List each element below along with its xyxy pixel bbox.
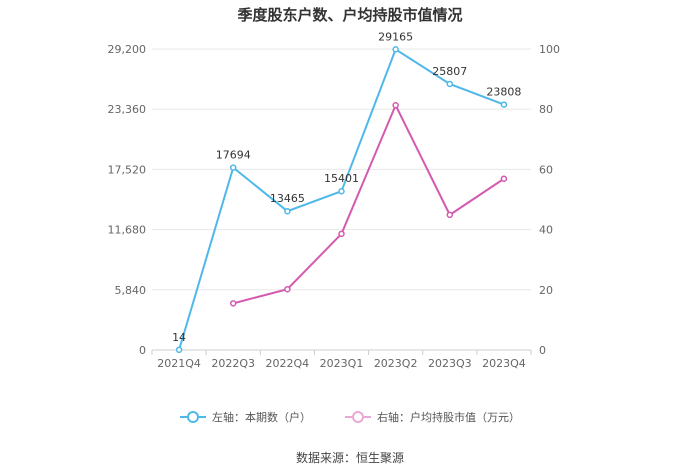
data-point-left [500,101,508,108]
x-tick-label: 2022Q3 [211,357,255,370]
right-tick-label: 100 [539,43,560,56]
right-tick-label: 80 [539,103,553,116]
data-label: 13465 [270,192,305,205]
chart-title: 季度股东户数、户均持股市值情况 [237,6,463,24]
data-point-left [229,164,237,171]
data-point-left [392,46,399,53]
right-axis-ticks: 0 20 40 60 80 100 [539,43,560,357]
data-label: 23808 [486,86,521,99]
data-label: 25807 [432,65,467,78]
data-labels: 14 17694 13465 15401 29165 25807 23808 [172,30,521,343]
data-point-right [446,211,454,219]
series-lines [178,47,505,351]
right-tick-label: 20 [539,284,553,297]
data-label: 17694 [216,149,251,162]
series-line-right [232,102,505,305]
legend-item-right-series[interactable]: 右轴：户均持股市值（万元） [345,409,520,425]
x-tick-label: 2021Q4 [157,357,201,370]
left-axis-ticks: 0 5,840 11,680 17,520 23,360 29,200 [108,43,147,357]
data-label: 14 [172,331,186,344]
data-point-left [446,80,454,88]
x-tick-label: 2022Q4 [266,357,310,370]
x-axis-ticks: 2021Q4 2022Q3 2022Q4 2023Q1 2023Q2 2023Q3 2023… [151,350,532,370]
series-line-left [178,47,505,351]
left-tick-label: 11,680 [108,224,147,237]
legend-label-right: 右轴：户均持股市值（万元） [377,411,520,424]
left-tick-label: 23,360 [108,103,147,116]
data-point-left [338,187,345,195]
data-point-right [284,285,291,293]
left-tick-label: 17,520 [108,163,147,176]
data-source: 数据来源：恒生聚源 [295,451,404,465]
x-tick-label: 2023Q3 [428,357,472,370]
data-point-left [175,346,183,354]
right-tick-label: 60 [539,163,553,176]
left-tick-label: 29,200 [108,43,147,56]
left-tick-label: 0 [139,344,146,357]
x-tick-label: 2023Q4 [482,357,526,370]
grid-lines [152,48,531,351]
chart-plot: 0 5,840 11,680 17,520 23,360 29,200 0 20 40 60 80… [108,30,561,370]
data-label: 15401 [324,172,359,185]
legend-label-left: 左轴：本期数（户） [212,411,311,424]
right-tick-label: 40 [539,224,553,237]
data-point-left [284,207,291,215]
left-tick-label: 5,840 [115,284,147,297]
series-points [175,46,508,354]
data-label: 29165 [378,30,413,43]
legend-item-left-series[interactable]: 左轴：本期数（户） [180,409,311,425]
right-tick-label: 0 [539,344,546,357]
data-point-right [500,175,508,182]
x-tick-label: 2023Q1 [320,357,364,370]
data-point-right [229,300,237,307]
legend-swatch-left [180,411,206,423]
legend-swatch-right [345,411,371,423]
x-tick-label: 2023Q2 [374,357,418,370]
data-point-right [392,102,399,109]
data-point-right [338,230,345,238]
legend: 左轴：本期数（户） 右轴：户均持股市值（万元） [0,409,700,425]
